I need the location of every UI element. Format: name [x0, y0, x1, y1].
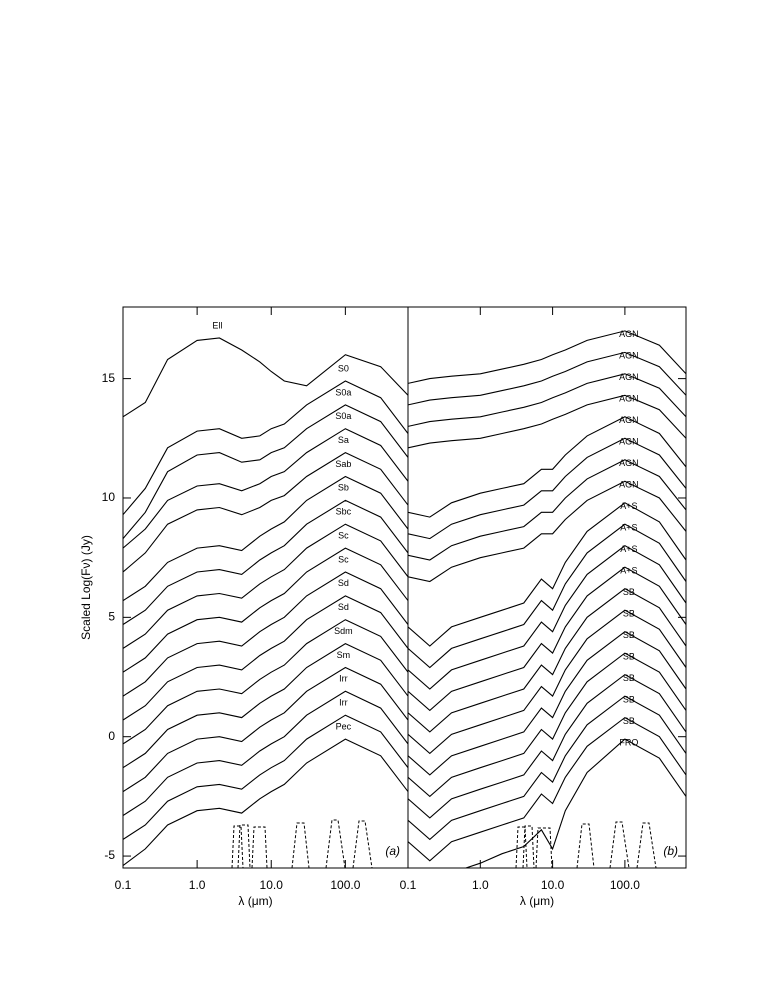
x-tick-label: 10.0 [541, 878, 565, 892]
curve-label: AGN [619, 394, 639, 404]
sed-curve [123, 619, 408, 745]
curve-label: SB [623, 587, 635, 597]
y-tick-label: 5 [108, 610, 115, 624]
sed-curve [408, 480, 686, 583]
sed-curve [123, 428, 408, 549]
curve-label: S0 [338, 363, 349, 373]
sed-curve [464, 738, 686, 868]
sed-curve [408, 416, 686, 518]
y-tick-label: -5 [104, 848, 115, 862]
curve-label: A+S [620, 523, 637, 533]
sed-curve [408, 609, 686, 755]
x-tick-label: 10.0 [260, 878, 284, 892]
curve-label: Sa [338, 435, 349, 445]
curve-label: Sd [338, 578, 349, 588]
curve-label: S0a [335, 411, 351, 421]
sed-curve [123, 523, 408, 649]
sed-curve [408, 373, 686, 427]
panel-label: (a) [385, 844, 400, 858]
sed-curve [408, 673, 686, 819]
sed-curve [408, 502, 686, 647]
y-tick-label: 10 [102, 490, 116, 504]
sed-curve [123, 337, 408, 418]
x-tick-label: 100.0 [610, 878, 640, 892]
sed-curve [123, 738, 408, 867]
curve-label: A+S [620, 501, 637, 511]
sed-curve [123, 380, 408, 516]
sed-curve [408, 695, 686, 841]
sed-curve [408, 588, 686, 733]
x-tick-label: 1.0 [472, 878, 489, 892]
sed-curve [408, 330, 686, 384]
sed-curve [123, 475, 408, 602]
plot-frame [407, 306, 687, 869]
x-tick-label: 0.1 [115, 878, 132, 892]
curve-label: A+S [620, 544, 637, 554]
curve-label: SB [623, 716, 635, 726]
curve-label: Sm [337, 650, 351, 660]
sed-curve [123, 571, 408, 697]
sed-curve [123, 499, 408, 625]
curve-label: SB [623, 673, 635, 683]
sed-curve [123, 714, 408, 840]
sed-curve [408, 716, 686, 862]
x-tick-label: 1.0 [189, 878, 206, 892]
curve-label: Pec [336, 721, 352, 731]
sed-curve [408, 545, 686, 690]
curve-label: Sc [338, 554, 349, 564]
x-tick-label: 0.1 [400, 878, 417, 892]
curves [123, 337, 408, 867]
sed-curve [123, 404, 408, 539]
curve-label: FRO [619, 737, 638, 747]
curve-label: Irr [339, 674, 348, 684]
curve-label: Sbc [336, 507, 352, 517]
curve-label: Sdm [334, 626, 353, 636]
sed-curve [408, 523, 686, 669]
curve-label: Sc [338, 530, 349, 540]
y-axis-title: Scaled Log(Fν) (Jy) [79, 535, 93, 640]
curve-label: Irr [339, 698, 348, 708]
curve-label: SB [623, 652, 635, 662]
sed-curve [123, 595, 408, 721]
sed-curve [408, 459, 686, 561]
sed-curve [408, 652, 686, 798]
y-tick-label: 0 [108, 729, 115, 743]
curve-label: A+S [620, 566, 637, 576]
curve-label: SB [623, 694, 635, 704]
sed-curve [408, 394, 686, 449]
curve-label: SB [623, 609, 635, 619]
filter-curves [231, 819, 657, 869]
sed-curve [123, 690, 408, 816]
curve-label: AGN [619, 415, 639, 425]
sed-curve [123, 451, 408, 573]
curve-label: Sab [335, 459, 351, 469]
x-tick-label: 100.0 [330, 878, 360, 892]
panel-label: (b) [663, 844, 678, 858]
curve-label: AGN [619, 437, 639, 447]
curve-label: AGN [619, 480, 639, 490]
curve-label: Sb [338, 483, 349, 493]
curve-label: SB [623, 630, 635, 640]
curve-label: S0a [335, 387, 351, 397]
sed-curve [123, 666, 408, 793]
curve-label: AGN [619, 458, 639, 468]
sed-curve [408, 566, 686, 712]
sed-curve [123, 642, 408, 769]
curves [408, 330, 686, 868]
sed-curve [408, 437, 686, 540]
sed-curve [123, 547, 408, 673]
sed-curve [408, 351, 686, 406]
curve-label: Ell [212, 320, 222, 330]
filter-curve [231, 819, 373, 869]
filter-curve [515, 821, 657, 869]
y-tick-label: 15 [102, 371, 116, 385]
sed-curve [408, 631, 686, 776]
curve-label: AGN [619, 351, 639, 361]
curve-label: Sd [338, 602, 349, 612]
curve-label: AGN [619, 329, 639, 339]
curve-label: AGN [619, 372, 639, 382]
x-axis-title: λ (μm) [238, 894, 272, 908]
x-axis-title: λ (μm) [520, 894, 554, 908]
